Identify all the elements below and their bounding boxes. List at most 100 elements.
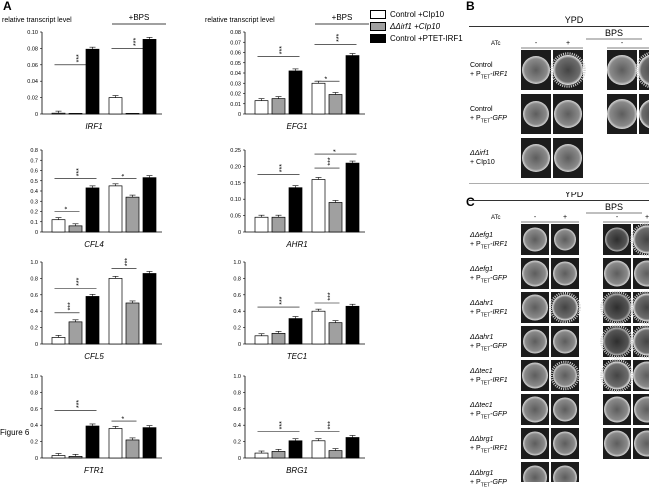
bar (143, 178, 156, 232)
strain-construct: + PTET-GFP (470, 478, 507, 490)
y-tick-label: 0.02 (27, 96, 38, 102)
colony-photo (602, 360, 633, 391)
strain-label: ΔΔahr1+ PTET-IRF1 (470, 299, 508, 320)
bar (346, 438, 359, 459)
y-axis-title: relative transcript level (205, 17, 275, 24)
bar (86, 49, 99, 114)
y-tick-label: 1.0 (30, 374, 38, 380)
strain-name: ΔΔtec1 (470, 367, 508, 376)
colony-photo (521, 428, 549, 459)
footer-rule (469, 183, 649, 184)
colony-photo (521, 394, 549, 425)
colony-photo (521, 292, 549, 323)
significance-label: *** (279, 46, 286, 54)
significance-label: *** (279, 296, 286, 304)
bps-label: BPS (605, 28, 623, 38)
y-tick-label: 0.4 (30, 423, 38, 429)
bar (312, 83, 325, 114)
bar (143, 39, 156, 114)
y-tick-label: 0.6 (30, 407, 38, 413)
strain-label: ΔΔbrg1+ PTET-GFP (470, 469, 507, 490)
colony (554, 144, 582, 172)
gene-label: AHR1 (285, 240, 307, 249)
bar (346, 163, 359, 232)
bar (255, 101, 268, 114)
y-tick-label: 0 (238, 456, 241, 462)
y-tick-label: 0.4 (30, 189, 38, 195)
y-tick-label: 0.8 (233, 390, 241, 396)
bar (143, 428, 156, 458)
bar (289, 71, 302, 114)
y-tick-label: 0.8 (233, 276, 241, 282)
bar (86, 296, 99, 344)
colony (553, 398, 577, 422)
significance-label: * (122, 416, 129, 419)
y-axis-title: relative transcript level (2, 17, 72, 24)
y-tick-label: 0 (35, 342, 38, 348)
colony-photo (607, 94, 637, 134)
gene-label: BRG1 (286, 466, 308, 475)
gene-label: CFL5 (84, 352, 104, 361)
colony-photo (521, 462, 549, 482)
bar (86, 426, 99, 458)
strain-name: Control (470, 61, 508, 70)
atc-label: ATc (491, 41, 501, 47)
y-tick-label: 0.2 (30, 440, 38, 446)
colony-photo (633, 428, 649, 459)
y-tick-label: 0.8 (30, 276, 38, 282)
bar-chart-tec1: 00.20.40.60.81.0******TEC1 (233, 260, 365, 361)
strain-name: ΔΔbrg1 (470, 469, 507, 478)
y-tick-label: 0.08 (230, 30, 241, 36)
significance-label: *** (76, 277, 83, 285)
colony (522, 295, 548, 321)
y-tick-label: 1.0 (233, 260, 241, 266)
atc-sign: + (563, 214, 567, 221)
colony-photo (521, 326, 549, 357)
bar (272, 99, 285, 114)
significance-label: *** (328, 421, 335, 429)
colony-photo (607, 50, 637, 90)
bar (69, 456, 82, 458)
colony (607, 55, 637, 85)
significance-label: *** (279, 421, 286, 429)
gene-label: EFG1 (287, 122, 308, 131)
colony-photo (553, 94, 583, 134)
bar (272, 217, 285, 232)
bps-label: BPS (605, 202, 623, 212)
colony (553, 432, 577, 456)
colony-photo (521, 258, 549, 289)
bar (289, 188, 302, 232)
colony-photo (603, 394, 631, 425)
y-tick-label: 0.06 (27, 63, 38, 69)
y-tick-label: 0.06 (230, 51, 241, 57)
colony (605, 228, 629, 252)
y-tick-label: 0.2 (30, 210, 38, 216)
y-tick-label: 0.15 (230, 181, 241, 187)
colony (552, 295, 578, 321)
strain-label: ΔΔirf1+ CIp10 (470, 149, 495, 167)
bar (255, 453, 268, 458)
significance-label: *** (279, 164, 286, 172)
colony (604, 261, 630, 287)
bar-chart-ftr1: 00.20.40.60.81.0****FTR1 (30, 374, 162, 475)
colony-photo (633, 394, 649, 425)
atc-sign: - (616, 214, 619, 221)
strain-construct: + PTET-IRF1 (470, 376, 508, 388)
ypd-label: YPD (565, 192, 584, 199)
y-tick-label: 0.04 (27, 79, 38, 85)
colony-photo (551, 360, 579, 391)
strain-construct: + PTET-IRF1 (470, 240, 508, 252)
y-tick-label: 0 (238, 342, 241, 348)
bar (52, 456, 65, 458)
bar (255, 336, 268, 344)
atc-sign: + (645, 214, 649, 221)
y-tick-label: 0.6 (233, 293, 241, 299)
atc-sign: - (535, 40, 538, 47)
colony (604, 431, 630, 457)
bar (109, 186, 122, 232)
bar (52, 337, 65, 344)
bar (109, 278, 122, 344)
y-tick-label: 0.07 (230, 40, 241, 46)
strain-name: ΔΔahr1 (470, 333, 507, 342)
